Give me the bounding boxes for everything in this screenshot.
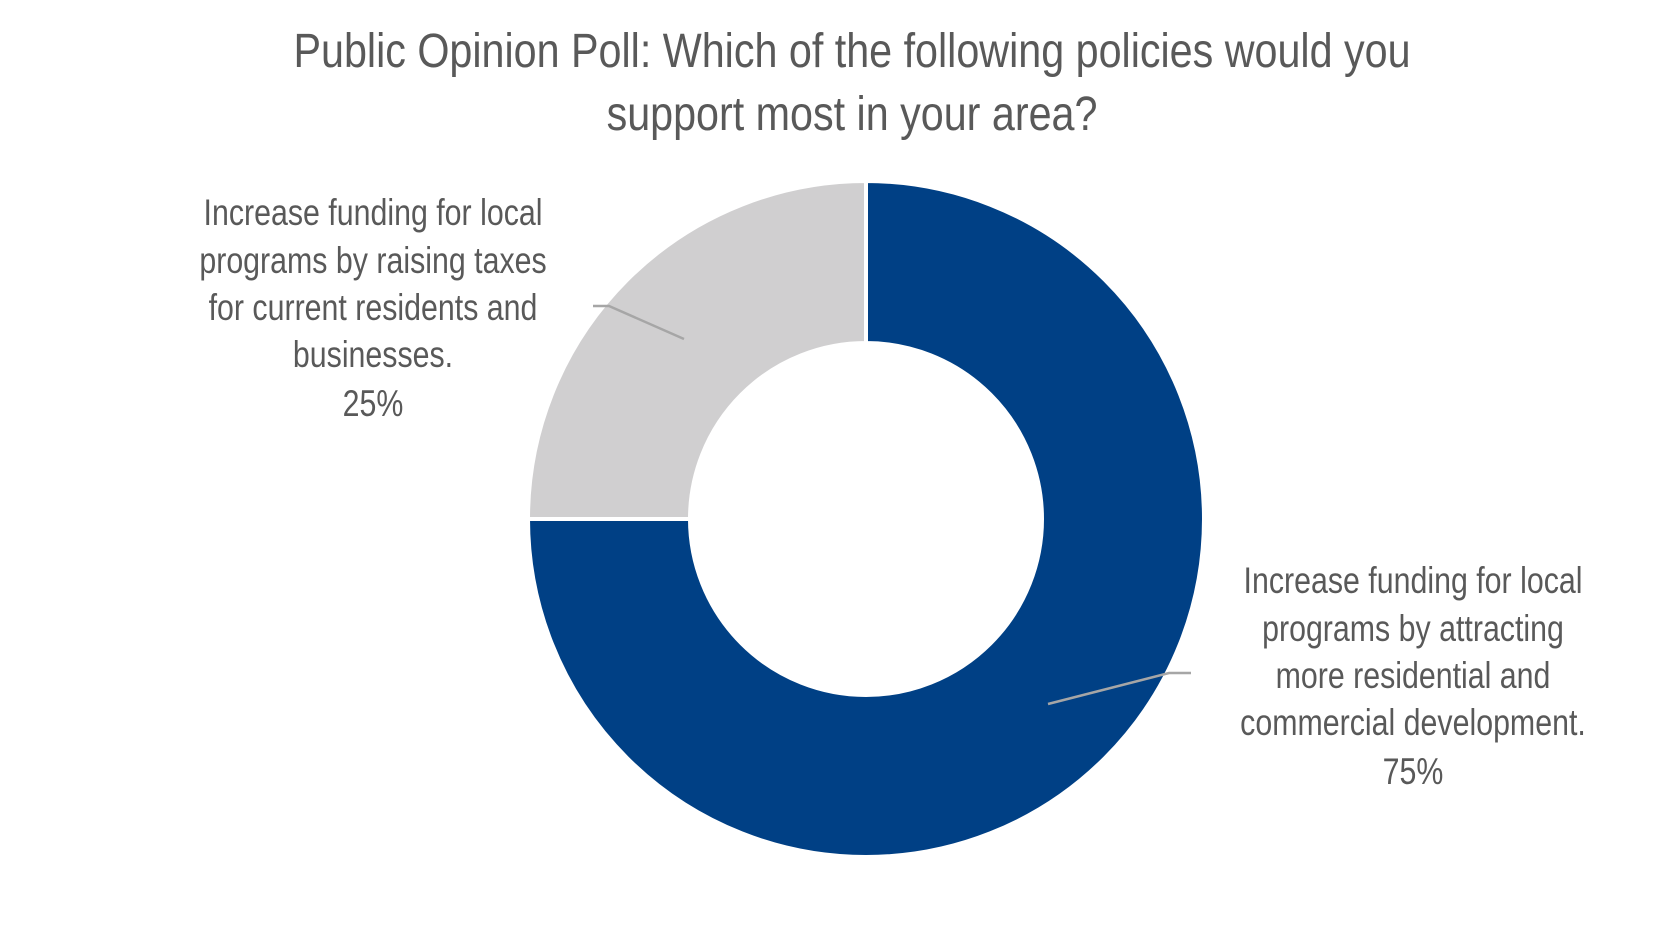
value-label: 75% — [1383, 751, 1444, 793]
chart-title-line-1: Public Opinion Poll: Which of the follow… — [293, 24, 1410, 78]
value-label: 25% — [343, 383, 404, 425]
label-line: Increase funding for local — [1244, 560, 1583, 602]
data-label-taxes: Increase funding for local programs by r… — [199, 192, 546, 425]
label-line: programs by raising taxes — [199, 240, 546, 282]
label-line: for current residents and — [209, 287, 538, 329]
chart-title: Public Opinion Poll: Which of the follow… — [293, 24, 1410, 141]
label-line: more residential and — [1276, 655, 1551, 697]
chart-title-line-2: support most in your area? — [607, 87, 1098, 141]
data-label-development: Increase funding for local programs by a… — [1240, 560, 1586, 793]
label-line: Increase funding for local — [204, 192, 543, 234]
leader-line-taxes — [593, 304, 685, 341]
label-line: programs by attracting — [1262, 608, 1564, 650]
donut-slices — [525, 178, 1206, 859]
donut-slice-1 — [525, 178, 868, 521]
label-line: businesses. — [293, 334, 453, 376]
label-line: commercial development. — [1240, 702, 1586, 744]
leader-line-development — [1047, 671, 1191, 706]
donut-slice-0 — [525, 178, 1206, 859]
